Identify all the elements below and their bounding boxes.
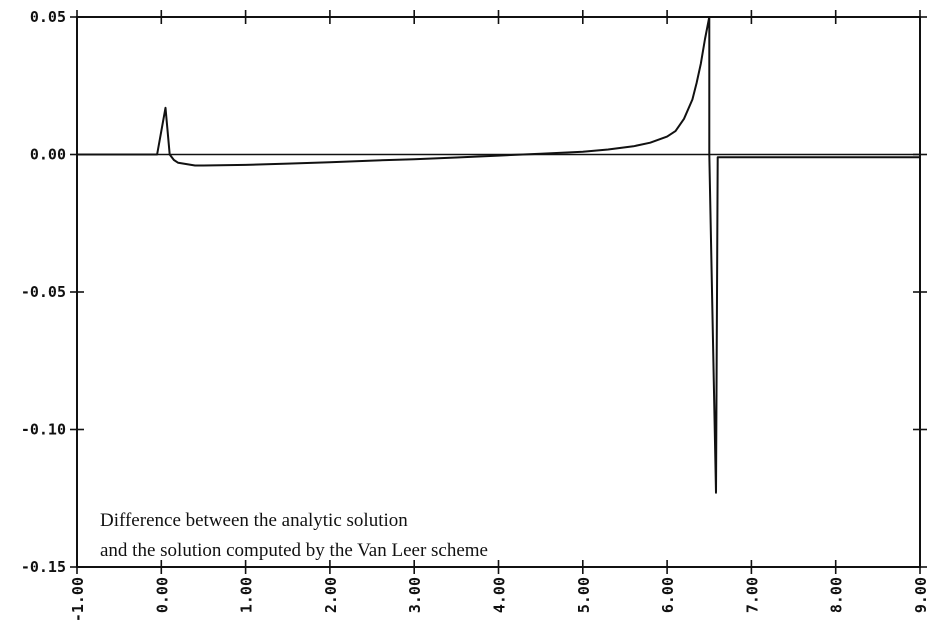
annotation-line-2: and the solution computed by the Van Lee… [100,540,488,561]
x-tick-label: 6.00 [659,577,677,613]
annotation-line-1: Difference between the analytic solution [100,510,408,531]
axes [70,10,927,574]
series-layer [77,16,920,494]
x-tick-label: -1.00 [69,577,87,622]
y-tick-label: -0.05 [21,283,66,301]
x-tick-label: 3.00 [406,577,424,613]
x-tick-label: 0.00 [153,577,171,613]
y-tick-label: 0.00 [30,146,66,164]
y-tick-label: -0.15 [21,558,66,576]
plot-frame [76,16,921,568]
x-tick-label: 5.00 [575,577,593,613]
y-tick-label: -0.10 [21,421,66,439]
y-tick-label: 0.05 [30,8,66,26]
x-tick-label: 7.00 [743,577,761,613]
x-tick-label: 9.00 [912,577,930,613]
x-tick-label: 2.00 [322,577,340,613]
series-line [77,16,920,494]
x-tick-label: 4.00 [491,577,509,613]
tick-labels: -1.00 0.00 1.00 2.00 3.00 4.00 5.00 6.00 7.00 8.0… [21,8,930,622]
x-tick-label: 8.00 [828,577,846,613]
x-tick-label: 1.00 [238,577,256,613]
